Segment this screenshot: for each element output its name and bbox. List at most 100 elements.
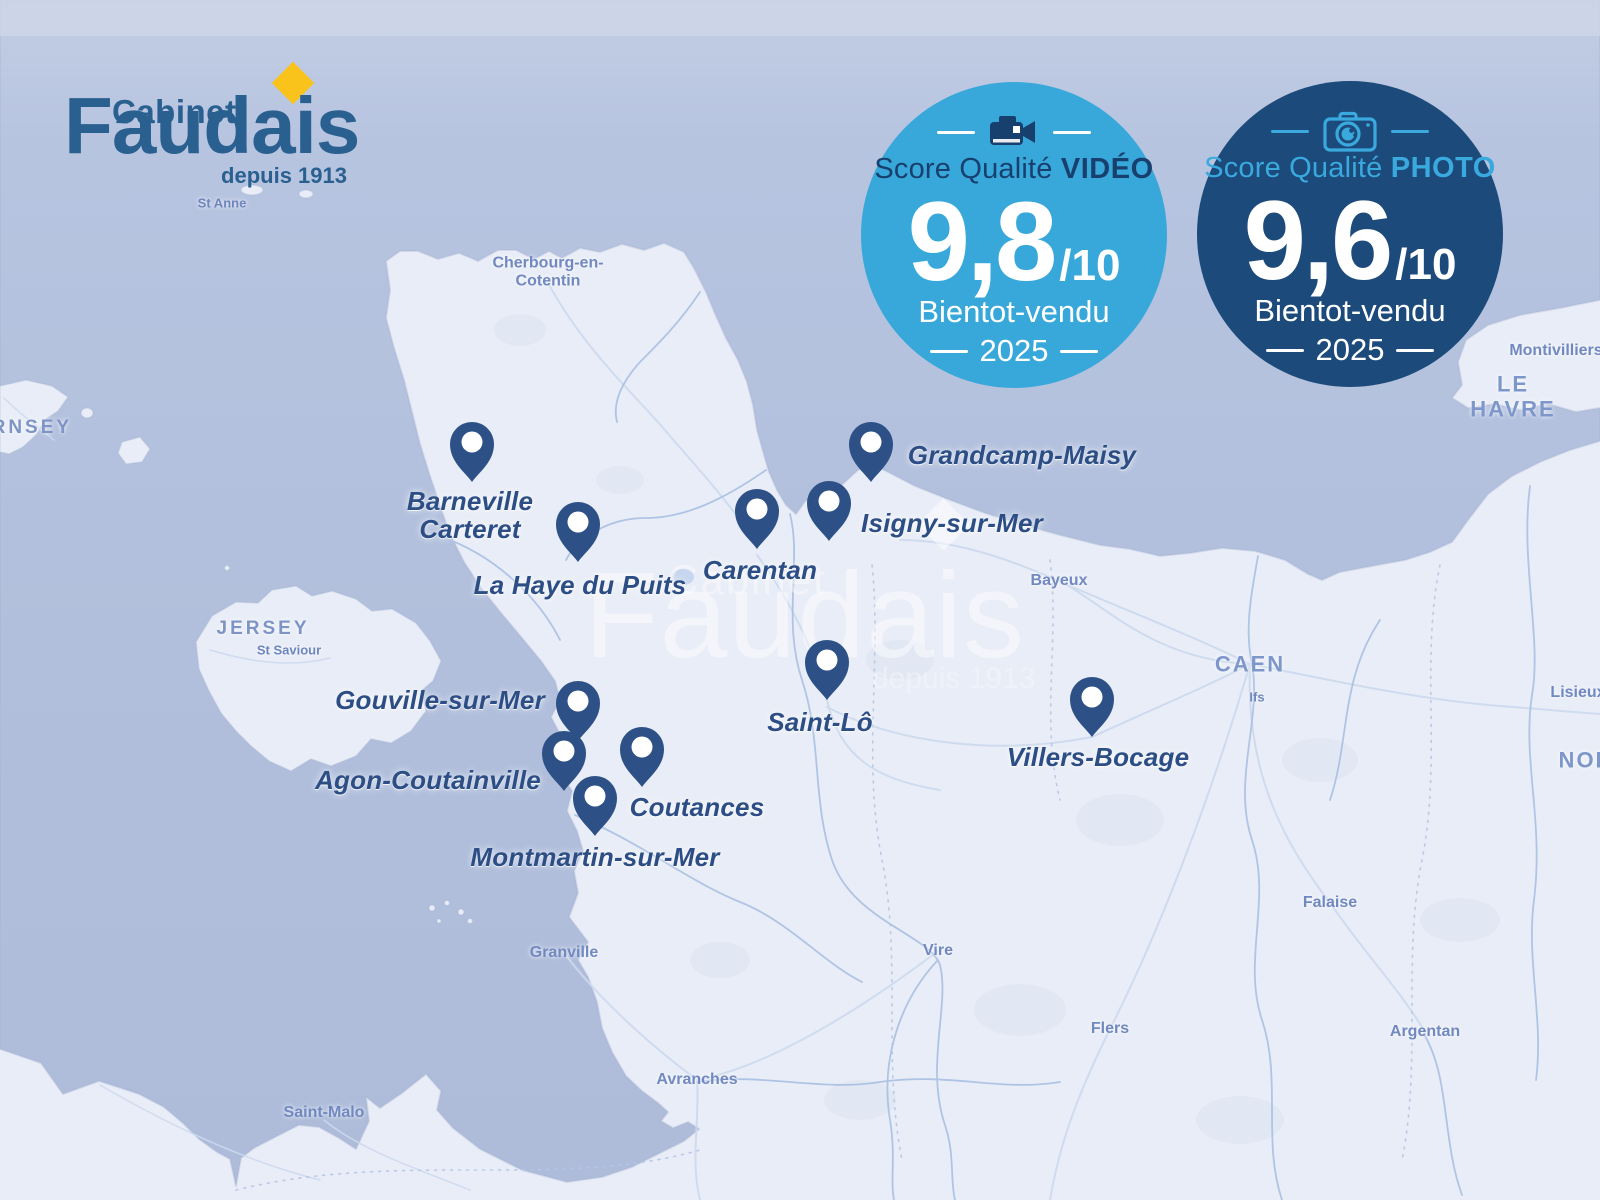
map-label-montivilliers: Montivilliers [1509, 341, 1600, 359]
badge-video-title-bold: VIDÉO [1060, 153, 1154, 185]
map-pin-gouville-sur-mer [556, 681, 600, 741]
badge-video-year-row: 2025 [861, 333, 1167, 368]
map-pin-agon-coutainville [542, 731, 586, 791]
pin-label-barneville-carteret: Barneville Carteret [406, 485, 534, 544]
boundaries [235, 559, 1441, 1191]
badge-video-score-suffix: /10 [1059, 241, 1121, 290]
islet-chausey [436, 918, 442, 924]
badge-video-icon-row [861, 112, 1167, 152]
islet-chausey [428, 904, 436, 912]
map-label-lisieux: Lisieux [1550, 683, 1600, 701]
pin-label-coutances: Coutances [629, 791, 765, 822]
pin-label-saint-lo: Saint-Lô [767, 706, 873, 737]
dash-line [1271, 129, 1309, 133]
map-label-caen: CAEN [1214, 651, 1286, 677]
map-pin-saint-lo [805, 640, 849, 700]
islet-chausey [443, 899, 451, 907]
map-label-normandie-partial: NOR [1558, 747, 1600, 773]
map-label-avranches: Avranches [656, 1070, 738, 1088]
dash-line [1265, 348, 1304, 352]
badge-photo-score-suffix: /10 [1395, 240, 1457, 289]
badge-photo-year-row: 2025 [1197, 332, 1503, 367]
map-label-st-anne: St Anne [197, 195, 247, 211]
badge-photo-icon-row [1197, 111, 1503, 152]
sky-band [0, 0, 1600, 36]
map-label-granville: Granville [529, 943, 599, 961]
dash-line [1396, 348, 1435, 352]
badge-photo-title-bold: PHOTO [1390, 152, 1496, 184]
map-label-guernsey: ERNSEY [0, 417, 73, 439]
map-label-cherbourg-en-cotentin: Cherbourg-en- Cotentin [492, 254, 604, 290]
pin-label-gouville-sur-mer: Gouville-sur-Mer [335, 684, 545, 715]
badge-photo-subtitle: Bientot-vendu [1254, 293, 1446, 328]
map-pin-coutances [620, 727, 664, 787]
video-camera-icon [990, 116, 1035, 145]
pin-label-agon-coutainville: Agon-Coutainville [315, 764, 541, 795]
islet-alderney [240, 184, 264, 196]
badge-video-subtitle: Bientot-vendu [918, 294, 1110, 329]
dash-line [1053, 130, 1091, 134]
map-label-falaise: Falaise [1302, 893, 1358, 911]
islands [0, 184, 474, 925]
map-pin-isigny-sur-mer [807, 481, 851, 541]
badge-video-year: 2025 [979, 333, 1049, 368]
islet-chausey [466, 917, 474, 925]
islet [223, 564, 231, 572]
badge-video-score: 9,8 /10 [861, 186, 1167, 298]
logo-name-text: Faudais [64, 81, 360, 170]
lake [672, 569, 694, 585]
island-sark [117, 436, 151, 465]
map-label-vire: Vire [923, 941, 953, 959]
pin-label-la-haye-du-puits: La Haye du Puits [473, 569, 687, 600]
badge-photo-title: Score Qualité PHOTO [1197, 152, 1503, 185]
badge-video-title-regular: Score Qualité [874, 153, 1053, 185]
map-label-saint-malo: Saint-Malo [283, 1103, 365, 1121]
badge-video-title: Score Qualité VIDÉO [861, 153, 1167, 186]
score-badge-photo: Score Qualité PHOTO 9,6 /10 Bientot-vend… [1197, 81, 1503, 387]
pin-label-carentan: Carentan [702, 554, 818, 585]
map-pin-montmartin-sur-mer [573, 776, 617, 836]
pin-label-isigny-sur-mer: Isigny-sur-Mer [861, 507, 1043, 538]
brand-logo: Cabinet Faudais depuis 1913 [0, 0, 420, 250]
island-jersey [195, 585, 442, 772]
rivers [449, 291, 1539, 1200]
islet-chausey [457, 908, 465, 916]
logo-tagline-text: depuis 1913 [221, 163, 347, 188]
score-badge-video: Score Qualité VIDÉO 9,8 /10 Bientot-vend… [861, 82, 1167, 388]
map-pin-grandcamp-maisy [849, 422, 893, 482]
map-pin-villers-bocage [1070, 677, 1114, 737]
pin-label-villers-bocage: Villers-Bocage [1006, 741, 1190, 772]
badge-photo-score: 9,6 /10 [1197, 185, 1503, 297]
map-label-le-havre: LE HAVRE [1470, 371, 1556, 422]
map-label-flers: Flers [1090, 1019, 1130, 1037]
dash-line [1060, 349, 1099, 353]
dash-line [1391, 129, 1429, 133]
map-pin-la-haye-du-puits [556, 502, 600, 562]
island-guernsey [0, 379, 69, 455]
badge-photo-score-value: 9,6 [1243, 178, 1394, 303]
map-label-bayeux: Bayeux [1030, 571, 1088, 589]
pin-label-grandcamp-maisy: Grandcamp-Maisy [907, 439, 1137, 470]
photo-camera-icon [1323, 111, 1377, 152]
dash-line [929, 349, 968, 353]
map-label-argentan: Argentan [1389, 1022, 1461, 1040]
map-pin-barneville-carteret [450, 422, 494, 482]
terrain-patches [494, 314, 1500, 1144]
map-label-jersey: JERSEY [216, 618, 310, 640]
pin-label-montmartin-sur-mer: Montmartin-sur-Mer [470, 841, 720, 872]
map-label-st-saviour: St Saviour [256, 642, 322, 658]
map-pin-carentan [735, 489, 779, 549]
badge-photo-title-regular: Score Qualité [1204, 152, 1383, 184]
dash-line [937, 130, 975, 134]
badge-video-score-value: 9,8 [907, 179, 1058, 304]
badge-photo-year: 2025 [1315, 332, 1385, 367]
logo-cabinet-text: Cabinet [112, 93, 237, 130]
islet [298, 189, 314, 199]
map-label-ifs: Ifs [1249, 689, 1265, 705]
islet [80, 407, 94, 419]
